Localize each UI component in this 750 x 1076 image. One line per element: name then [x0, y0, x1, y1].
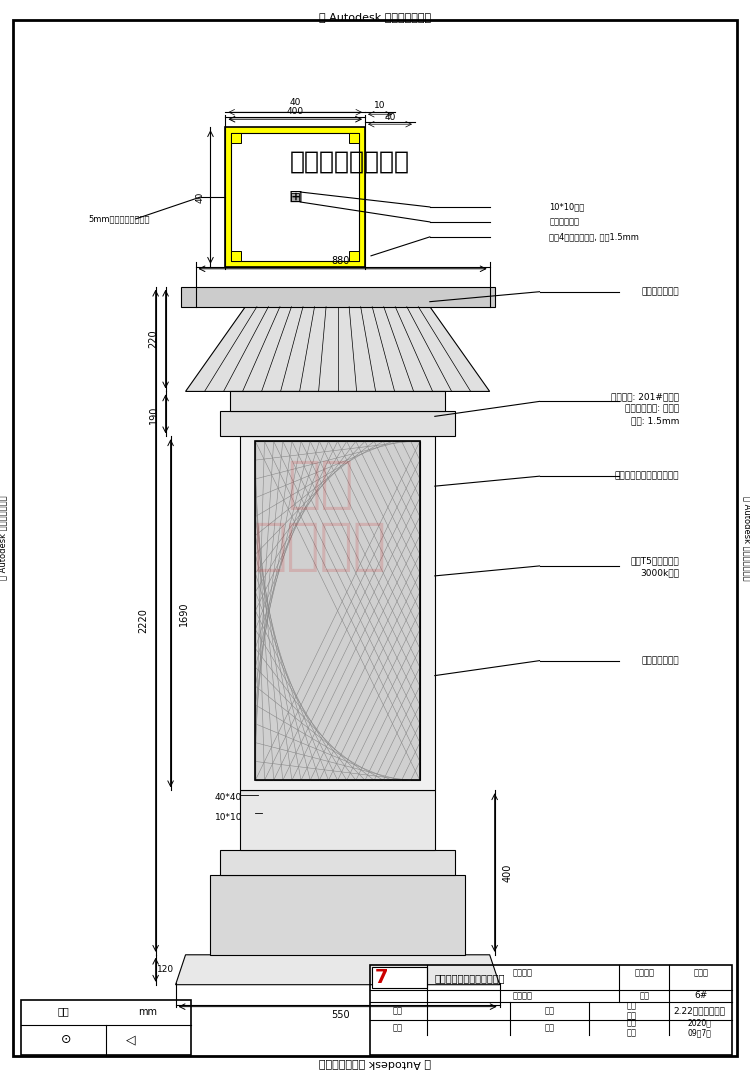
Bar [220, 850, 454, 875]
Text: 业务: 业务 [544, 1006, 554, 1015]
Bar [291, 193, 299, 201]
Text: 单位: 单位 [57, 1007, 69, 1017]
Text: ⊞: ⊞ [288, 188, 302, 206]
Text: 40: 40 [196, 192, 205, 202]
Text: 灯体横截面示意图: 灯体横截面示意图 [290, 150, 410, 174]
Text: 审定: 审定 [544, 1023, 554, 1032]
Polygon shape [308, 790, 367, 850]
Text: 3000k暖光: 3000k暖光 [640, 568, 679, 578]
Bar [220, 411, 454, 436]
Text: 400: 400 [286, 107, 304, 116]
Text: 客户: 客户 [393, 1006, 403, 1015]
Text: 数量: 数量 [639, 991, 650, 1001]
Bar [241, 790, 435, 850]
Ellipse shape [368, 888, 403, 943]
Text: 5mm厚仿云石透光灯罩: 5mm厚仿云石透光灯罩 [88, 214, 150, 224]
Text: 灯体4角不锈钢立柱, 壁厚1.5mm: 灯体4角不锈钢立柱, 壁厚1.5mm [550, 232, 639, 241]
Text: 10*10: 10*10 [214, 812, 242, 822]
Polygon shape [185, 307, 490, 392]
Text: 花纹图案采用激光剖花工艺: 花纹图案采用激光剖花工艺 [614, 471, 679, 481]
Text: 图纸
日期: 图纸 日期 [626, 1018, 636, 1037]
Text: 设计审核: 设计审核 [634, 968, 654, 977]
Text: 客户名称: 客户名称 [512, 968, 532, 977]
Text: 由 Autodesk 教育版产品制作: 由 Autodesk 教育版产品制作 [319, 13, 431, 23]
Text: 灯体表面颜色: 深灰砂: 灯体表面颜色: 深灰砂 [625, 404, 679, 413]
Bar [230, 392, 445, 411]
Bar [232, 133, 242, 143]
Bar [255, 441, 420, 780]
Text: 仿云石透光灯罩: 仿云石透光灯罩 [641, 656, 679, 665]
Text: 壁厚: 1.5mm: 壁厚: 1.5mm [631, 415, 679, 425]
Text: 6#: 6# [694, 991, 708, 1001]
Bar [349, 251, 359, 260]
Bar [181, 286, 495, 307]
Text: mm: mm [138, 1007, 158, 1017]
Text: 190: 190 [148, 406, 159, 424]
Text: 内配T5一体化灯管: 内配T5一体化灯管 [630, 556, 679, 565]
Text: 880: 880 [331, 256, 350, 266]
Text: 40: 40 [290, 98, 301, 107]
Text: ◁: ◁ [126, 1033, 136, 1046]
Text: 7: 7 [375, 968, 388, 987]
Text: 2020年
09月7日: 2020年 09月7日 [687, 1018, 711, 1037]
Bar [21, 1000, 190, 1054]
Text: 400: 400 [503, 864, 512, 882]
Bar [232, 251, 242, 260]
Bar [372, 966, 427, 988]
Text: 设计: 设计 [393, 1023, 403, 1032]
Ellipse shape [233, 888, 268, 943]
Text: 10*10方管: 10*10方管 [550, 202, 585, 212]
Bar [349, 133, 359, 143]
Bar [211, 875, 465, 954]
Text: 东莞
七度照明: 东莞 七度照明 [254, 458, 387, 575]
Text: 40*40: 40*40 [214, 793, 242, 802]
Text: 由 Autodesk 教育版产品制作: 由 Autodesk 教育版产品制作 [0, 496, 8, 580]
Text: ⊙: ⊙ [61, 1033, 71, 1046]
Text: 四周条形装饰条: 四周条形装饰条 [641, 287, 679, 296]
Bar [226, 127, 365, 267]
Polygon shape [314, 516, 360, 576]
Text: 内置光源支架: 内置光源支架 [550, 217, 580, 226]
Text: 120: 120 [157, 965, 174, 974]
Text: 由 Autodesk 教育版产品制作: 由 Autodesk 教育版产品制作 [742, 496, 750, 580]
Bar [370, 965, 732, 1054]
Text: 东莞七度照明科技有限公司: 东莞七度照明科技有限公司 [434, 973, 505, 982]
Text: 施工图: 施工图 [694, 968, 709, 977]
Text: 图纸
名称: 图纸 名称 [626, 1001, 636, 1020]
Text: 1690: 1690 [178, 601, 188, 626]
Text: 550: 550 [331, 1009, 350, 1020]
Ellipse shape [278, 888, 313, 943]
Bar [255, 441, 420, 780]
Text: 工程名称: 工程名称 [512, 991, 532, 1001]
Ellipse shape [322, 888, 358, 943]
Text: 由 Autodesk 教育版产品制作: 由 Autodesk 教育版产品制作 [319, 1060, 431, 1070]
Ellipse shape [413, 888, 447, 943]
Text: 40: 40 [384, 113, 396, 122]
Text: 灯体材质: 201#不锈钢: 灯体材质: 201#不锈钢 [611, 392, 679, 401]
Polygon shape [176, 954, 500, 985]
Bar [241, 436, 435, 790]
Bar [232, 133, 359, 260]
Text: 220: 220 [148, 329, 159, 349]
Text: 10: 10 [374, 101, 386, 110]
Text: 2.22米方柱景观灯: 2.22米方柱景观灯 [673, 1006, 725, 1015]
Text: 2220: 2220 [139, 608, 148, 633]
